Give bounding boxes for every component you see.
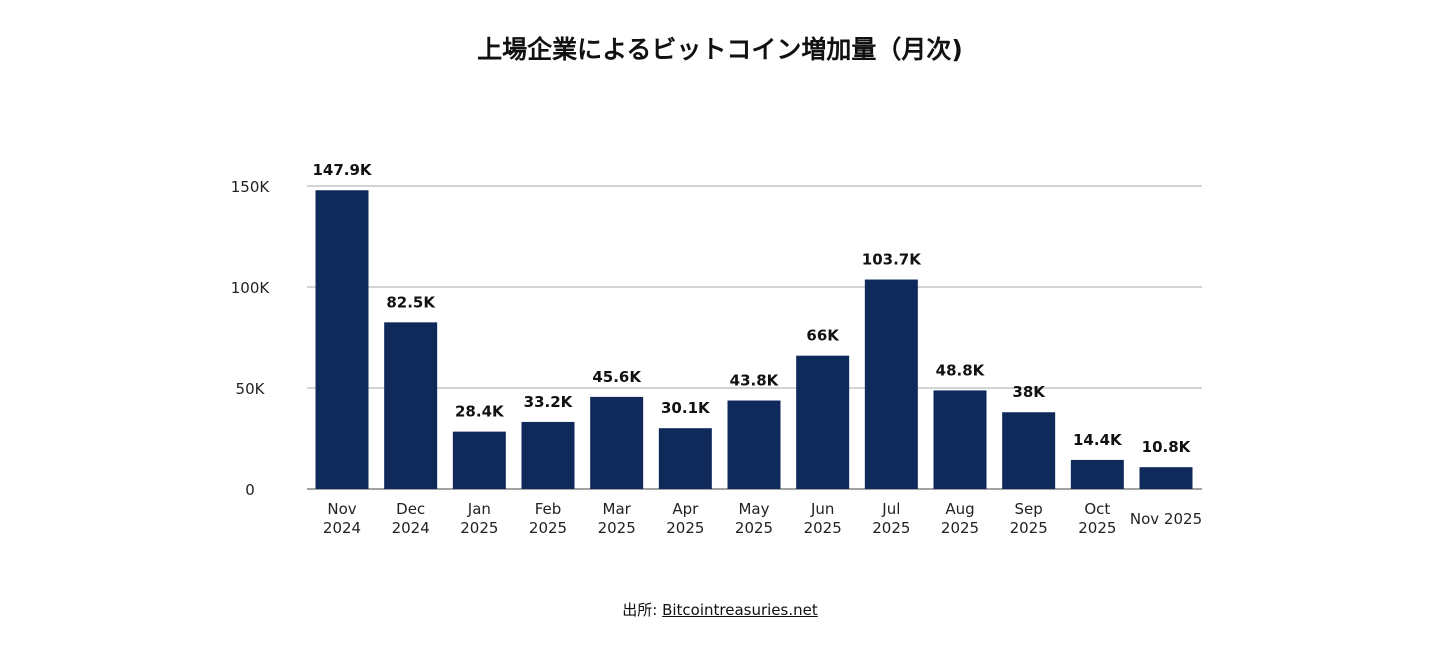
source-note: 出所: Bitcointreasuries.net [0, 599, 1440, 620]
bar [933, 390, 987, 489]
bar [315, 190, 369, 489]
x-tick-label: 2025 [804, 519, 842, 537]
y-tick-label: 50K [236, 380, 266, 398]
bar [1139, 467, 1193, 489]
bar [452, 431, 506, 489]
bar [1070, 459, 1124, 489]
data-label: 66K [806, 327, 840, 345]
bar [1002, 412, 1056, 489]
x-tick-label: Feb [535, 500, 562, 518]
bar [658, 428, 712, 489]
x-tick-label: Jul [881, 500, 900, 518]
data-label: 48.8K [936, 361, 986, 379]
x-tick-label: 2025 [735, 519, 773, 537]
bar [796, 355, 850, 489]
x-tick-label: Mar [603, 500, 632, 518]
x-tick-label: Nov [327, 500, 356, 518]
data-label: 10.8K [1142, 438, 1192, 456]
data-label: 14.4K [1073, 431, 1123, 449]
data-label: 82.5K [386, 293, 436, 311]
x-tick-label: Dec [396, 500, 425, 518]
chart-title: 上場企業によるビットコイン増加量（月次) [477, 35, 963, 64]
x-tick-label: 2024 [392, 519, 430, 537]
x-tick-label: Oct [1084, 500, 1110, 518]
bar [727, 400, 781, 489]
data-label: 28.4K [455, 403, 505, 421]
data-label: 38K [1012, 383, 1046, 401]
y-tick-label: 150K [231, 178, 271, 196]
source-link[interactable]: Bitcointreasuries.net [662, 601, 818, 619]
bar [590, 396, 644, 489]
x-tick-label: 2025 [941, 519, 979, 537]
x-tick-label: 2025 [666, 519, 704, 537]
x-tick-label: 2025 [1078, 519, 1116, 537]
x-tick-label: May [738, 500, 769, 518]
x-tick-label: 2025 [460, 519, 498, 537]
x-tick-label: 2024 [323, 519, 361, 537]
x-tick-label: Sep [1015, 500, 1043, 518]
bar [864, 279, 918, 489]
x-tick-label: 2025 [598, 519, 636, 537]
y-tick-label: 100K [231, 279, 271, 297]
x-tick-label: 2025 [872, 519, 910, 537]
data-label: 45.6K [592, 368, 642, 386]
x-tick-label: Aug [945, 500, 974, 518]
x-tick-label: Apr [672, 500, 699, 518]
data-label: 30.1K [661, 399, 711, 417]
x-tick-label: Jan [467, 500, 491, 518]
data-label: 43.8K [730, 372, 780, 390]
data-label: 33.2K [524, 393, 574, 411]
data-label: 103.7K [862, 251, 922, 269]
y-tick-label: 0 [245, 481, 255, 499]
data-label: 147.9K [312, 161, 372, 179]
x-tick-label: Jun [810, 500, 834, 518]
x-tick-label: 2025 [1010, 519, 1048, 537]
x-tick-label: Nov 2025 [1130, 510, 1202, 528]
source-prefix: 出所: [622, 601, 663, 619]
bar [521, 421, 575, 489]
bar-chart: 050K100K150K147.9KNov202482.5KDec202428.… [231, 161, 1202, 537]
bar [384, 322, 438, 489]
x-tick-label: 2025 [529, 519, 567, 537]
